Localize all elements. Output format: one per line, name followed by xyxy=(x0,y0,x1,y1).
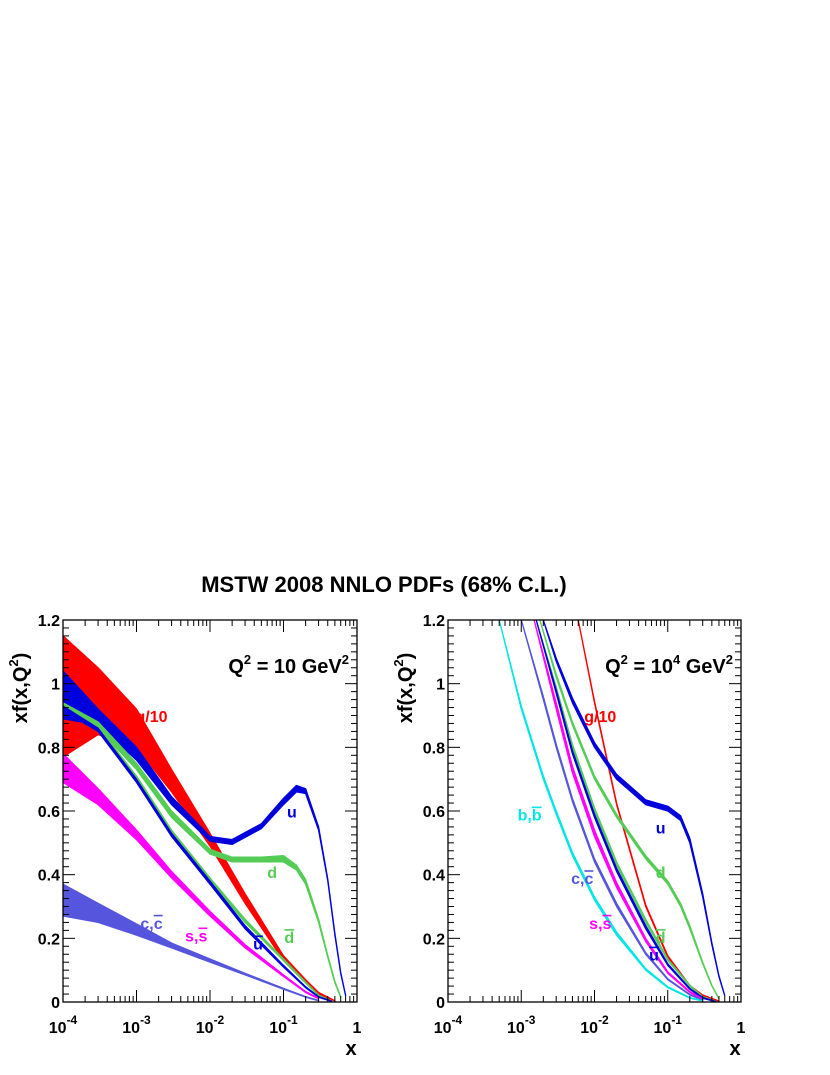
right-panel: 10-4 10-3 10-2 10-1 1 0 0.2 0.4 0.6 0.8 1 1.2 x xf(x,… xyxy=(391,613,746,1060)
curve-label: g/10 xyxy=(584,709,616,726)
x-tick-label: 10-2 xyxy=(196,1013,225,1037)
y-tick-label: 1.2 xyxy=(423,613,445,630)
x-tick-label: 10-3 xyxy=(507,1013,536,1037)
x-tick-label: 10-2 xyxy=(580,1013,609,1037)
curve-label: d xyxy=(267,865,277,882)
y-tick-label: 1.2 xyxy=(38,613,60,630)
series-band-u xyxy=(542,620,726,997)
y-tick-label: 0.2 xyxy=(38,931,60,948)
curve-label: u xyxy=(656,820,666,837)
curve-label: u xyxy=(253,936,263,953)
x-tick-label: 1 xyxy=(737,1020,746,1037)
x-tick-label: 10-1 xyxy=(654,1013,683,1037)
x-tick-label: 10-1 xyxy=(269,1013,298,1037)
y-tick-label: 0.4 xyxy=(423,868,445,885)
y-tick-label: 0.6 xyxy=(423,804,445,821)
y-tick-label: 0.8 xyxy=(38,740,60,757)
curve-label: s,s xyxy=(589,916,611,933)
curve-label: d xyxy=(656,865,666,882)
y-tick-label: 0 xyxy=(51,995,60,1012)
x-axis-title: x xyxy=(345,1038,356,1060)
x-tick-label: 10-3 xyxy=(122,1013,151,1037)
y-tick-label: 0 xyxy=(436,995,445,1012)
y-tick-label: 0.2 xyxy=(423,931,445,948)
scale-label: Q2 = 10 GeV2 xyxy=(228,652,349,678)
y-tick-label: 0.8 xyxy=(423,740,445,757)
figure-title: MSTW 2008 NNLO PDFs (68% C.L.) xyxy=(201,572,567,597)
x-tick-label: 10-4 xyxy=(49,1013,78,1037)
series-band-u xyxy=(63,670,347,997)
curve-label: d xyxy=(656,930,666,947)
curve-label: u xyxy=(287,804,297,821)
left-panel: 10-4 10-3 10-2 10-1 1 0 0.2 0.4 0.6 0.8 1 1.2 x xf(x,… xyxy=(6,613,362,1060)
x-tick-label: 1 xyxy=(353,1020,362,1037)
y-tick-label: 1 xyxy=(436,677,445,694)
scale-label: Q2 = 104 GeV2 xyxy=(605,652,733,678)
x-axis-title: x xyxy=(729,1038,740,1060)
x-tick-label: 10-4 xyxy=(434,1013,463,1037)
curve-label: u xyxy=(649,948,659,965)
y-axis-title: xf(x,Q2) xyxy=(6,653,32,724)
y-axis-title: xf(x,Q2) xyxy=(391,653,417,724)
curve-label: s,s xyxy=(185,929,207,946)
y-tick-label: 0.6 xyxy=(38,804,60,821)
y-tick-label: 0.4 xyxy=(38,868,60,885)
curve-label: b,b xyxy=(518,808,542,825)
pdf-curves xyxy=(63,635,347,1002)
curve-label: c,c xyxy=(571,871,593,888)
y-tick-label: 1 xyxy=(51,677,60,694)
curve-label: d xyxy=(284,930,294,947)
curve-label: c,c xyxy=(140,916,162,933)
curve-label: g/10 xyxy=(135,709,167,726)
series-band-d xyxy=(63,702,342,998)
